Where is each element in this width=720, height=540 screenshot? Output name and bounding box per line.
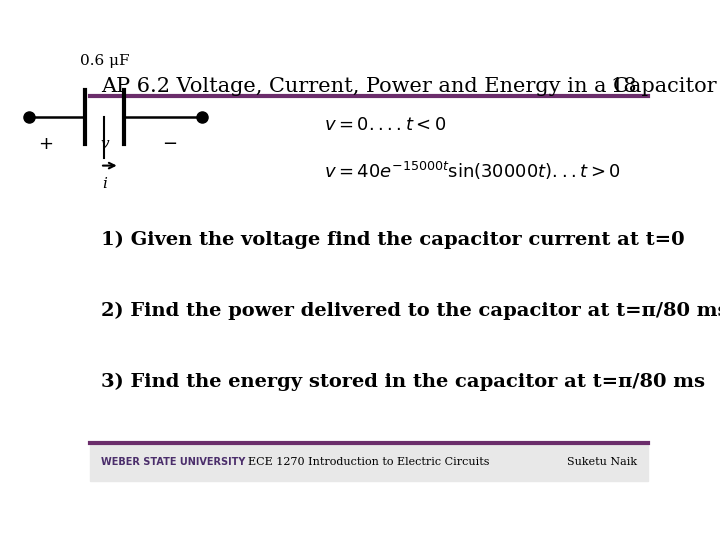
Text: Suketu Naik: Suketu Naik bbox=[567, 457, 637, 467]
Text: 3) Find the energy stored in the capacitor at t=π/80 ms: 3) Find the energy stored in the capacit… bbox=[101, 373, 705, 391]
Text: AP 6.2 Voltage, Current, Power and Energy in a Capacitor: AP 6.2 Voltage, Current, Power and Energ… bbox=[101, 77, 717, 96]
Text: $v = 0....t < 0$: $v = 0....t < 0$ bbox=[324, 116, 446, 134]
Text: 1) Given the voltage find the capacitor current at t=0: 1) Given the voltage find the capacitor … bbox=[101, 231, 685, 249]
Text: $v = 40e^{-15000t}\sin(30000t)...t > 0$: $v = 40e^{-15000t}\sin(30000t)...t > 0$ bbox=[324, 160, 621, 182]
Text: 2) Find the power delivered to the capacitor at t=π/80 ms: 2) Find the power delivered to the capac… bbox=[101, 302, 720, 320]
Text: +: + bbox=[39, 135, 53, 153]
Text: −: − bbox=[161, 135, 177, 153]
Text: 18: 18 bbox=[611, 77, 637, 96]
Text: ECE 1270 Introduction to Electric Circuits: ECE 1270 Introduction to Electric Circui… bbox=[248, 457, 490, 467]
Text: v: v bbox=[100, 137, 109, 151]
Text: WEBER STATE UNIVERSITY: WEBER STATE UNIVERSITY bbox=[101, 457, 246, 467]
Text: i: i bbox=[102, 177, 107, 191]
Bar bbox=[90, 443, 648, 481]
Text: 0.6 μF: 0.6 μF bbox=[80, 55, 129, 69]
